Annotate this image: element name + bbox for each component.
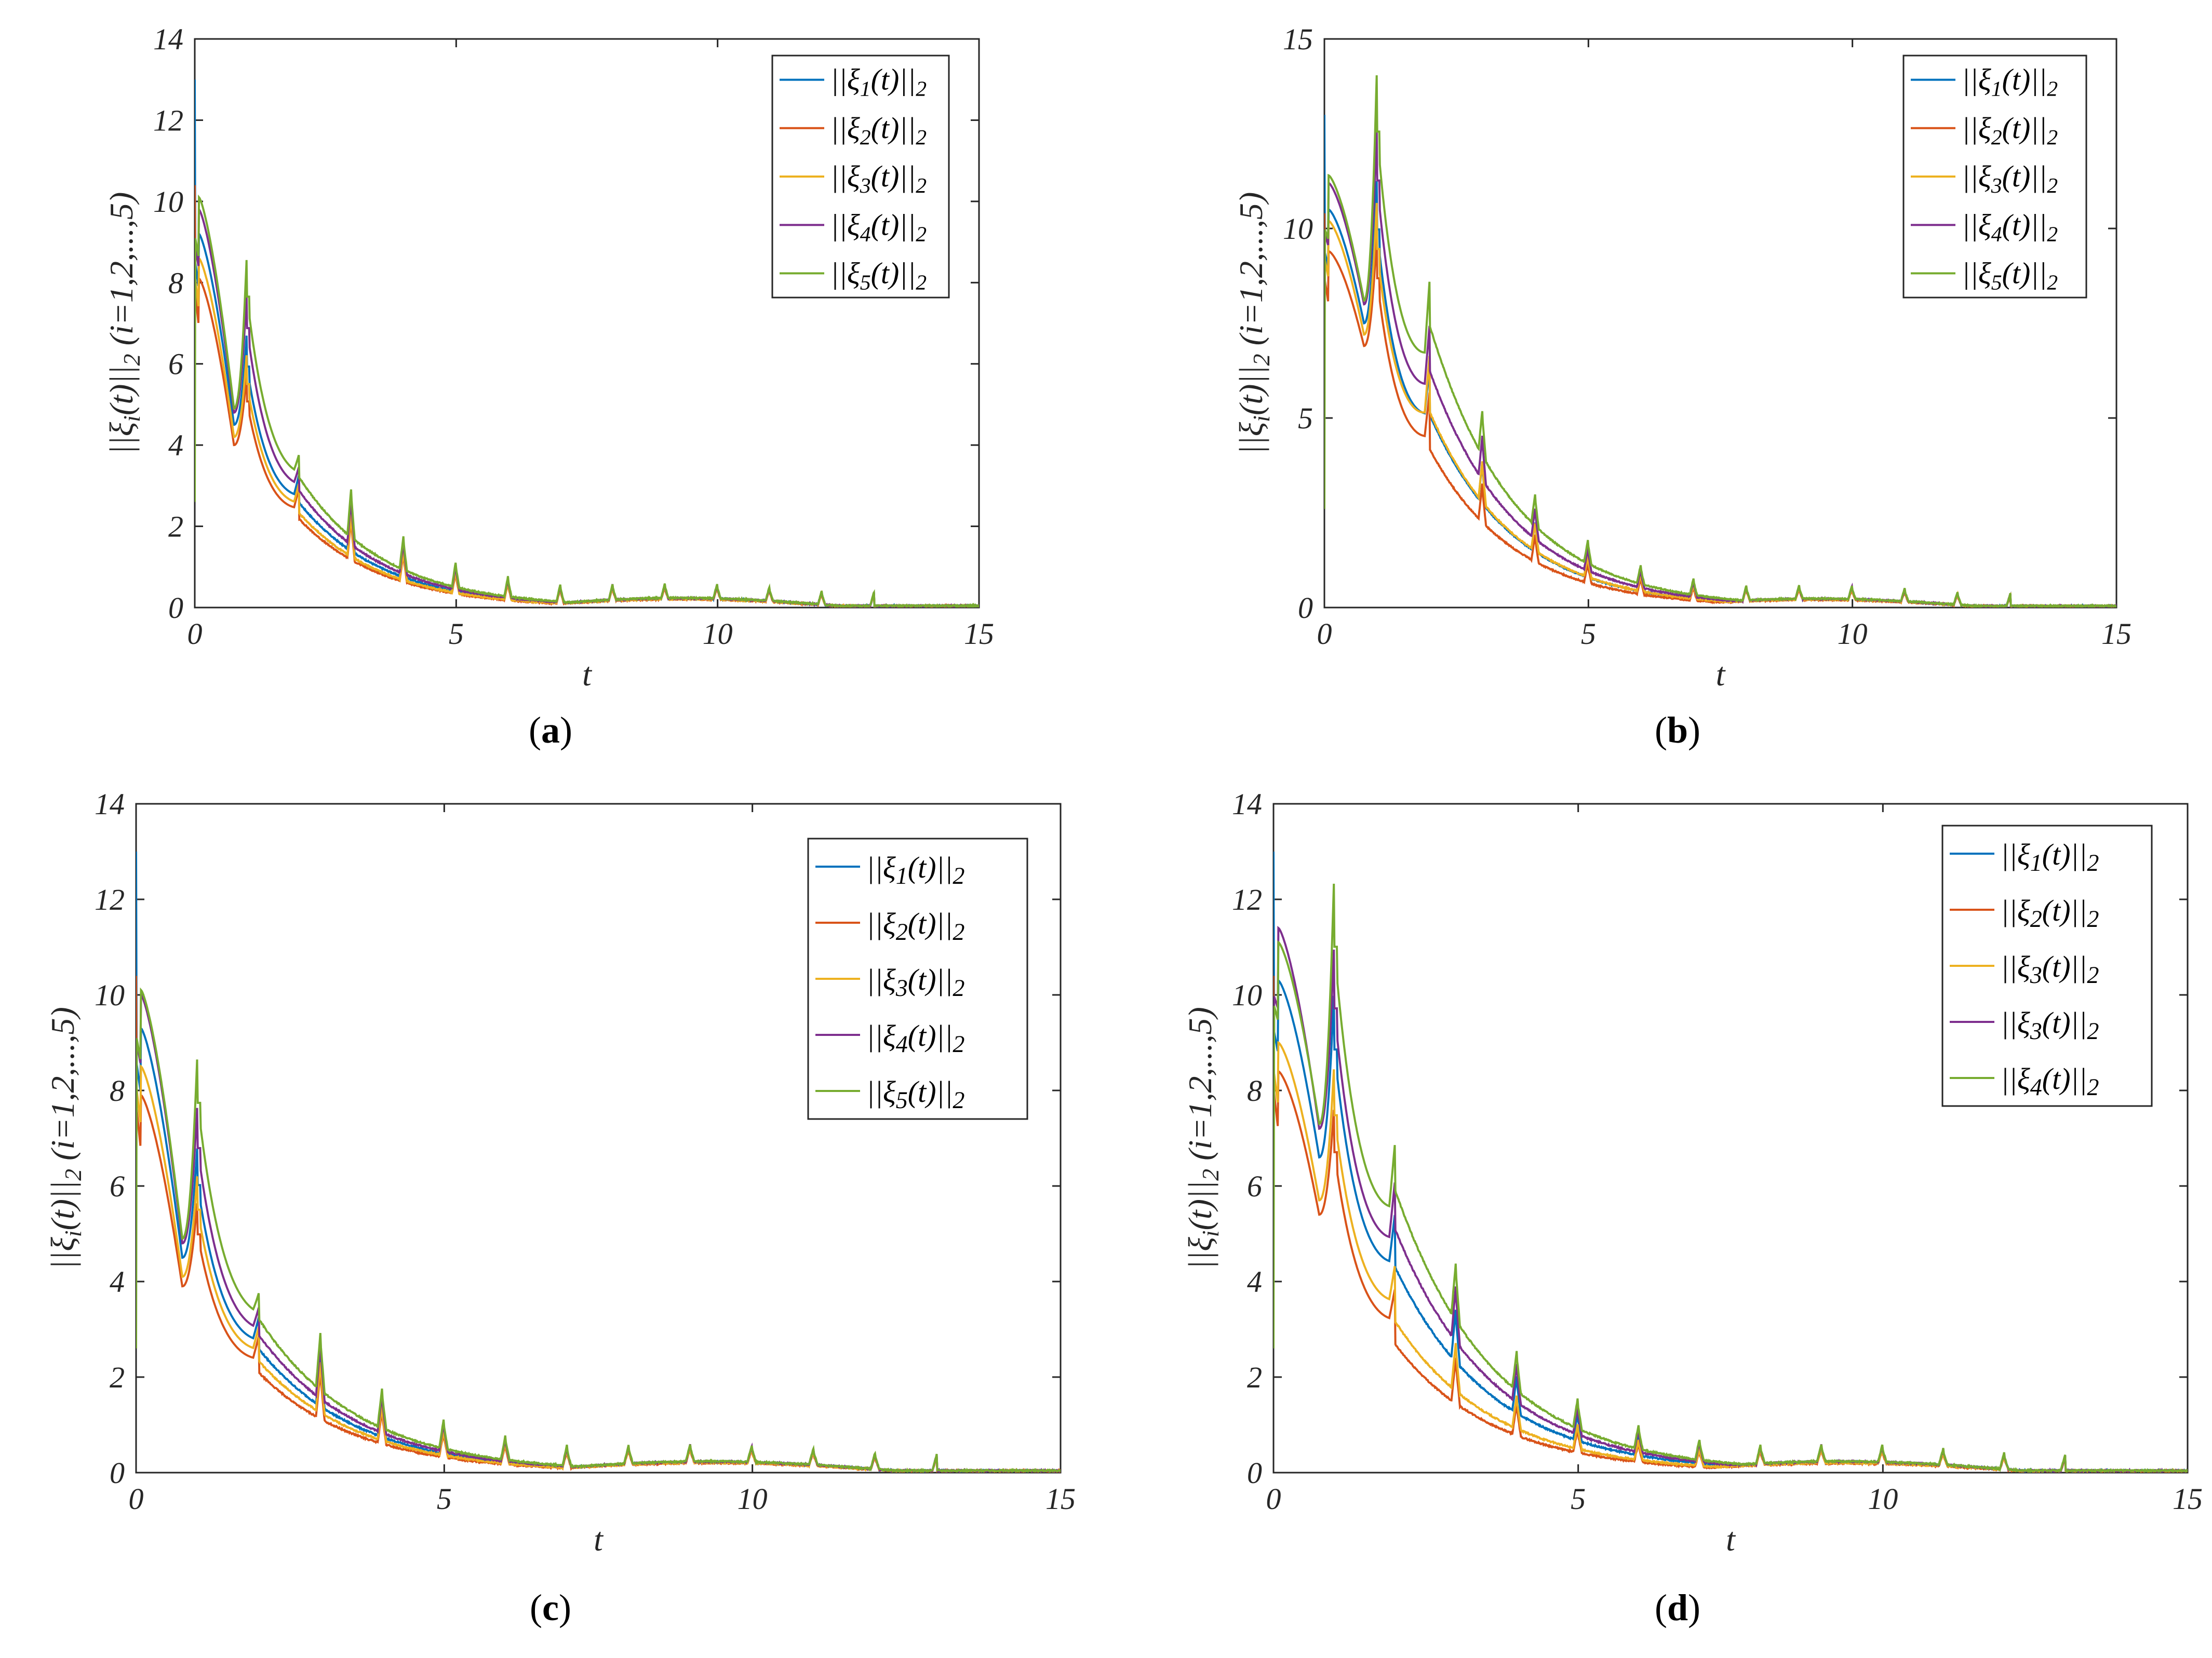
y-tick-label: 15 [1283, 22, 1313, 56]
legend-entry-1: ||ξ1(t)||2 [1962, 63, 2058, 101]
y-tick-label: 4 [1247, 1265, 1262, 1299]
y-tick-label: 8 [110, 1074, 125, 1108]
caption-d: (d) [1655, 1587, 1700, 1628]
x-tick-label: 15 [1045, 1482, 1076, 1516]
series-line-5 [1324, 75, 2116, 608]
x-tick-label: 5 [449, 617, 464, 651]
y-tick-label: 14 [1232, 787, 1262, 821]
y-tick-label: 6 [168, 347, 183, 381]
legend-entry-4: ||ξ4(t)||2 [1962, 208, 2058, 246]
y-tick-label: 0 [168, 591, 183, 625]
legend-entry-3: ||ξ3(t)||2 [1962, 159, 2058, 198]
y-tick-label: 12 [153, 103, 183, 137]
y-tick-label: 14 [95, 787, 125, 821]
legend-entry-4: ||ξ4(t)||2 [866, 1019, 964, 1057]
legend-entry-2: ||ξ2(t)||2 [2001, 894, 2099, 932]
legend-entry-3: ||ξ3(t)||2 [830, 159, 927, 198]
x-tick-label: 10 [1838, 617, 1868, 651]
x-tick-label: 0 [129, 1482, 144, 1516]
x-tick-label: 10 [1868, 1482, 1898, 1516]
panel-d: 0 2 4 6 8 10 12 14 0 5 10 15 t ||ξi(t)||2 (i=1,2,...,… [1182, 787, 2203, 1558]
legend-entry-5: ||ξ5(t)||2 [1962, 257, 2058, 295]
y-tick-label: 2 [1247, 1360, 1262, 1394]
legend-entry-2: ||ξ2(t)||2 [830, 111, 927, 150]
legend-entry-5: ||ξ5(t)||2 [866, 1075, 964, 1113]
legend-entry-5: ||ξ5(t)||2 [830, 257, 927, 295]
x-axis-label: t [1726, 1521, 1736, 1558]
legend: ||ξ1(t)||2 ||ξ2(t)||2 ||ξ3(t)||2 ||ξ4(t)||2… [771, 55, 950, 299]
legend: ||ξ1(t)||2 ||ξ2(t)||2 ||ξ3(t)||2 ||ξ4(t)||2… [807, 838, 1028, 1120]
y-tick-label: 0 [1298, 591, 1313, 625]
panel-b: 0 5 10 15 0 5 10 15 t ||ξi(t)||2 (i=1,2,...,5) ||ξ… [1232, 22, 2131, 693]
legend-entry-1: ||ξ1(t)||2 [2001, 838, 2099, 876]
y-tick-label: 8 [168, 266, 183, 300]
y-axis-label: ||ξi(t)||2 (i=1,2,...,5) [1182, 1007, 1224, 1270]
y-tick-label: 6 [1247, 1169, 1262, 1203]
x-tick-label: 10 [703, 617, 733, 651]
x-tick-label: 15 [2173, 1482, 2203, 1516]
caption-b: (b) [1655, 709, 1700, 751]
x-tick-label: 10 [738, 1482, 768, 1516]
x-tick-label: 0 [1317, 617, 1332, 651]
legend-entry-4: ||ξ3(t)||2 [2001, 1006, 2099, 1044]
x-tick-label: 5 [437, 1482, 452, 1516]
series-line-5 [1273, 883, 2188, 1473]
y-axis-label: ||ξi(t)||2 (i=1,2,...,5) [44, 1007, 86, 1270]
y-tick-label: 8 [1247, 1074, 1262, 1108]
y-tick-label: 5 [1298, 401, 1313, 435]
y-tick-label: 6 [110, 1169, 125, 1203]
x-tick-label: 15 [964, 617, 994, 651]
y-tick-label: 10 [1232, 978, 1262, 1012]
y-tick-label: 12 [95, 883, 125, 916]
y-axis-label: ||ξi(t)||2 (i=1,2,...,5) [103, 192, 145, 455]
legend-entry-3: ||ξ3(t)||2 [866, 963, 964, 1001]
y-tick-label: 0 [1247, 1456, 1262, 1490]
series-line-5 [136, 987, 1061, 1473]
legend-entry-2: ||ξ2(t)||2 [1962, 111, 2058, 150]
legend: ||ξ1(t)||2 ||ξ2(t)||2 ||ξ3(t)||2 ||ξ3(t)||2… [1941, 825, 2153, 1107]
legend-entry-2: ||ξ2(t)||2 [866, 907, 964, 945]
y-tick-label: 4 [110, 1265, 125, 1299]
y-tick-label: 10 [95, 978, 125, 1012]
y-tick-label: 10 [153, 185, 183, 219]
legend-entry-5: ||ξ4(t)||2 [2001, 1062, 2099, 1100]
x-tick-label: 5 [1571, 1482, 1586, 1516]
legend-entry-4: ||ξ4(t)||2 [830, 208, 927, 246]
x-tick-label: 5 [1581, 617, 1596, 651]
series-line-5 [195, 194, 979, 608]
x-tick-label: 0 [1266, 1482, 1281, 1516]
legend-entry-1: ||ξ1(t)||2 [830, 63, 927, 101]
y-tick-label: 2 [110, 1360, 125, 1394]
x-axis-label: t [1716, 656, 1726, 693]
y-tick-label: 14 [153, 22, 183, 56]
x-tick-label: 15 [2101, 617, 2131, 651]
legend-entry-3: ||ξ3(t)||2 [2001, 950, 2099, 988]
caption-a: (a) [529, 709, 572, 751]
y-tick-label: 0 [110, 1456, 125, 1490]
x-axis-label: t [582, 656, 593, 693]
caption-c: (c) [530, 1587, 571, 1628]
legend-entry-1: ||ξ1(t)||2 [866, 851, 964, 889]
y-tick-label: 12 [1232, 883, 1262, 916]
y-tick-label: 10 [1283, 212, 1313, 246]
legend: ||ξ1(t)||2 ||ξ2(t)||2 ||ξ3(t)||2 ||ξ4(t)||2… [1902, 55, 2087, 299]
y-tick-label: 4 [168, 428, 183, 462]
panel-a: 0 2 4 6 8 10 12 14 0 5 10 15 t ||ξi(t)||2 (i=1,2,...,… [103, 22, 994, 693]
y-axis-label: ||ξi(t)||2 (i=1,2,...,5) [1232, 192, 1275, 455]
y-tick-label: 2 [168, 510, 183, 544]
x-axis-label: t [594, 1521, 604, 1558]
panel-c: 0 2 4 6 8 10 12 14 0 5 10 15 t ||ξi(t)||2 (i=1,2,...,… [44, 787, 1076, 1558]
x-tick-label: 0 [187, 617, 203, 651]
